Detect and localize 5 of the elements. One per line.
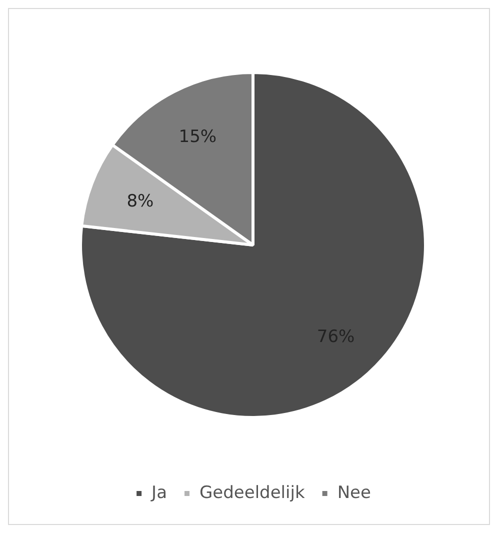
data-label: 8%	[126, 191, 154, 212]
legend-label: Gedeeldelijk	[199, 482, 305, 503]
legend-label: Ja	[150, 482, 167, 503]
data-label: 15%	[178, 127, 217, 148]
legend-label: Nee	[337, 482, 371, 503]
